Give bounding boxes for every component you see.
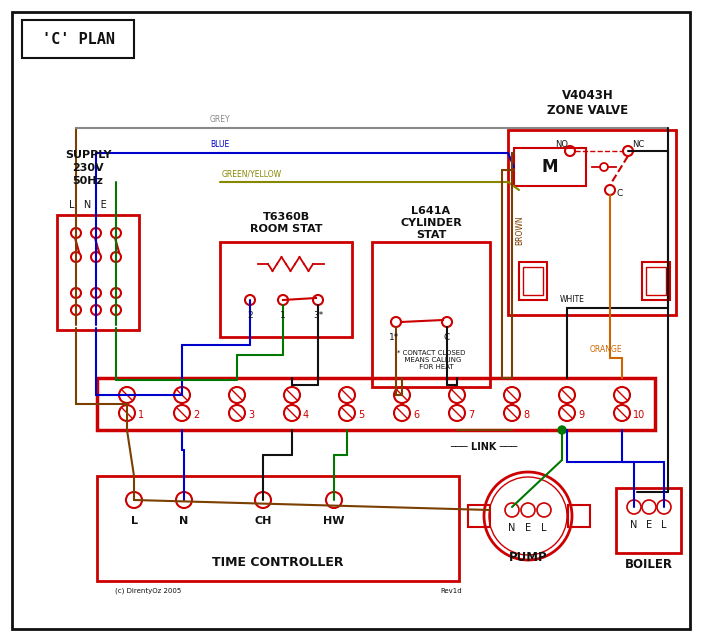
- Text: N: N: [180, 516, 189, 526]
- Text: 1*: 1*: [389, 333, 399, 342]
- Text: 6: 6: [413, 410, 419, 420]
- Text: 9: 9: [578, 410, 584, 420]
- Text: BOILER: BOILER: [625, 558, 673, 572]
- Text: 1: 1: [138, 410, 144, 420]
- Text: 8: 8: [523, 410, 529, 420]
- Text: GREEN/YELLOW: GREEN/YELLOW: [222, 169, 282, 178]
- Text: WHITE: WHITE: [560, 295, 585, 304]
- Text: N: N: [630, 520, 637, 530]
- Text: 2: 2: [193, 410, 199, 420]
- Text: 'C' PLAN: 'C' PLAN: [41, 31, 114, 47]
- Text: L: L: [661, 520, 667, 530]
- Text: 10: 10: [633, 410, 645, 420]
- Text: SUPPLY
230V
50Hz: SUPPLY 230V 50Hz: [65, 150, 111, 186]
- Text: L: L: [541, 523, 547, 533]
- Text: BROWN: BROWN: [515, 215, 524, 245]
- Text: TIME CONTROLLER: TIME CONTROLLER: [212, 556, 344, 569]
- Text: T6360B
ROOM STAT: T6360B ROOM STAT: [250, 212, 322, 234]
- Text: CH: CH: [254, 516, 272, 526]
- Text: L   N   E: L N E: [69, 200, 107, 210]
- Text: Rev1d: Rev1d: [440, 588, 462, 594]
- Text: PUMP: PUMP: [509, 551, 548, 564]
- Text: BLUE: BLUE: [210, 140, 230, 149]
- Text: * CONTACT CLOSED
  MEANS CALLING
     FOR HEAT: * CONTACT CLOSED MEANS CALLING FOR HEAT: [397, 350, 465, 370]
- Text: (c) DirentyOz 2005: (c) DirentyOz 2005: [115, 588, 181, 594]
- Text: 7: 7: [468, 410, 475, 420]
- Text: 5: 5: [358, 410, 364, 420]
- Text: M: M: [542, 158, 558, 176]
- Text: C: C: [617, 188, 623, 197]
- Text: NC: NC: [632, 140, 644, 149]
- Text: E: E: [646, 520, 652, 530]
- Text: ORANGE: ORANGE: [590, 345, 623, 354]
- Text: 4: 4: [303, 410, 309, 420]
- Text: 2: 2: [247, 311, 253, 320]
- Text: 3: 3: [248, 410, 254, 420]
- Text: E: E: [525, 523, 531, 533]
- Text: NO: NO: [555, 140, 569, 149]
- Text: HW: HW: [323, 516, 345, 526]
- Text: V4043H
ZONE VALVE: V4043H ZONE VALVE: [548, 89, 628, 117]
- Text: L: L: [131, 516, 138, 526]
- Text: ─── LINK ───: ─── LINK ───: [450, 442, 517, 452]
- Text: N: N: [508, 523, 516, 533]
- Circle shape: [558, 426, 566, 434]
- Text: GREY: GREY: [210, 115, 231, 124]
- Text: L641A
CYLINDER
STAT: L641A CYLINDER STAT: [400, 206, 462, 240]
- Text: 1: 1: [280, 311, 286, 320]
- Text: 3*: 3*: [313, 311, 323, 320]
- Text: C: C: [444, 333, 450, 342]
